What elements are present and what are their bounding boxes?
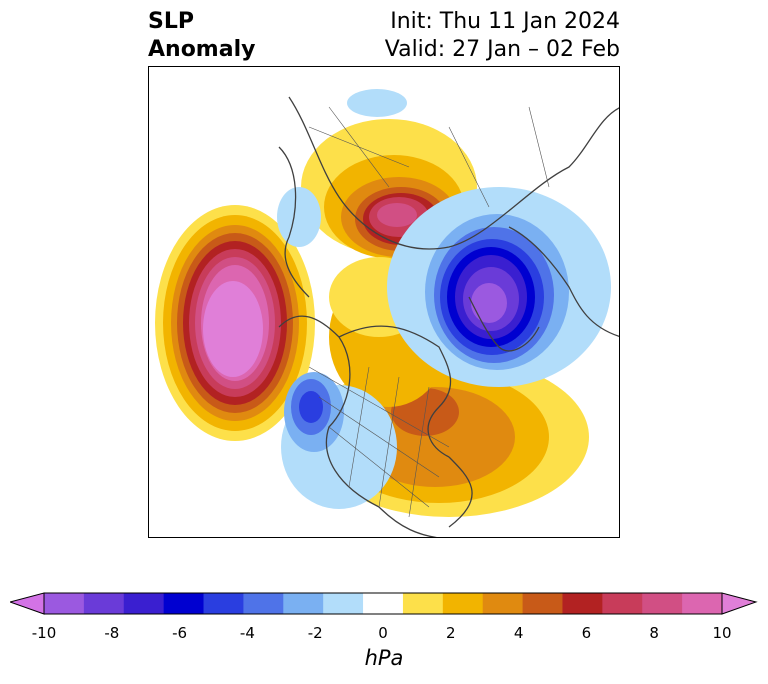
colorbar-segment [602, 593, 643, 614]
title-line-1: SLP [148, 9, 194, 34]
colorbar-segment [203, 593, 244, 614]
western-us-low [281, 372, 397, 509]
map-title: SLP Anomaly [148, 8, 255, 64]
colorbar-segment [83, 593, 125, 614]
colorbar-tick-label: 6 [581, 624, 592, 642]
colorbar-segment [642, 593, 683, 614]
colorbar-tick-label: 0 [378, 624, 388, 642]
colorbar-extend-min [10, 592, 45, 615]
colorbar-segment [243, 593, 284, 614]
colorbar-extend-max [721, 592, 758, 615]
colorbar-segment [123, 593, 165, 614]
colorbar-tick-label: 2 [446, 624, 456, 642]
colorbar-segment [562, 593, 603, 614]
colorbar-segment [442, 593, 484, 614]
colorbar-segment [363, 593, 404, 614]
coastlines [278, 96, 619, 537]
colorbar-segment [163, 593, 204, 614]
colorbar-segment [44, 593, 85, 614]
colorbar-tick-label: -4 [239, 624, 255, 642]
colorbar-tick-label: 8 [649, 624, 659, 642]
colorbar-segment [323, 593, 364, 614]
colorbar-tick-label: -8 [104, 624, 120, 642]
valid-period: Valid: 27 Jan – 02 Feb [384, 37, 620, 62]
colorbar-segment [402, 593, 444, 614]
colorbar-segment [283, 593, 324, 614]
colorbar-tick-label: -2 [307, 624, 323, 642]
arctic-negative-cell [347, 89, 407, 117]
alaska-negative-cell [277, 187, 321, 247]
title-line-2: Anomaly [148, 37, 256, 62]
colorbar-tick-label: 10 [712, 624, 732, 642]
slp-anomaly-map [148, 66, 620, 538]
colorbar-tick-label: -10 [31, 624, 57, 642]
colorbar-segment [682, 593, 723, 614]
init-date: Init: Thu 11 Jan 2024 [390, 9, 620, 34]
colorbar-unit-label: hPa [364, 646, 404, 670]
north-pacific-high [155, 205, 315, 441]
colorbar-segment [522, 593, 563, 614]
north-atlantic-low [387, 187, 611, 387]
political-borders [308, 106, 550, 518]
colorbar-segment [482, 593, 523, 614]
colorbar-tick-label: 4 [513, 624, 524, 642]
colorbar-tick-label: -6 [172, 624, 188, 642]
map-subtitle: Init: Thu 11 Jan 2024 Valid: 27 Jan – 02… [385, 8, 620, 64]
colorbar [10, 592, 758, 615]
